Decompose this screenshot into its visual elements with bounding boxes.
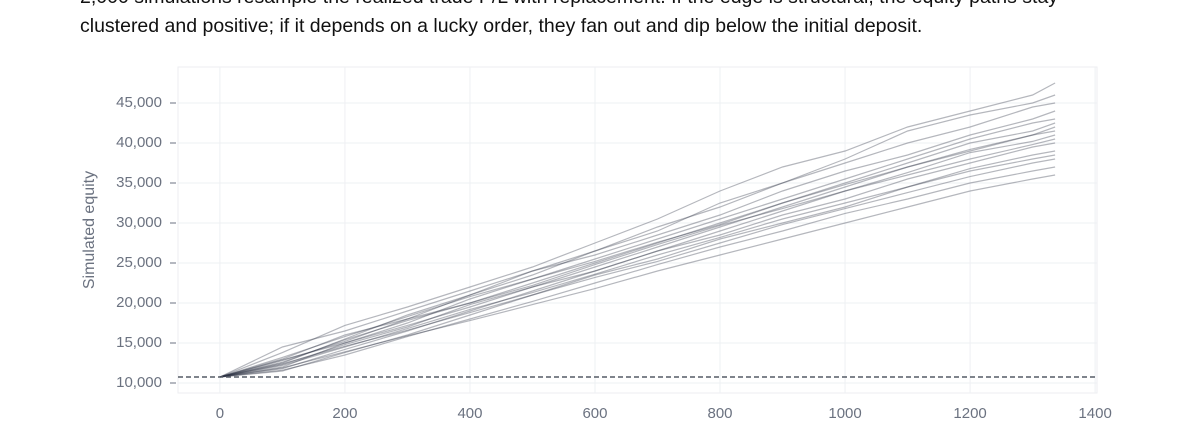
plot-area bbox=[177, 66, 1098, 394]
y-tick-label: 30,000 bbox=[116, 214, 162, 231]
x-tick-label: 1000 bbox=[828, 405, 861, 422]
equity-path bbox=[219, 126, 1056, 378]
y-tick-label: 35,000 bbox=[116, 174, 162, 191]
y-tick-label: 40,000 bbox=[116, 134, 162, 151]
equity-path bbox=[219, 166, 1056, 378]
equity-path bbox=[219, 158, 1056, 378]
equity-path bbox=[219, 138, 1056, 378]
y-tick-label: 25,000 bbox=[116, 254, 162, 271]
y-axis-label: Simulated equity bbox=[81, 171, 98, 289]
equity-path bbox=[219, 110, 1056, 378]
equity-path bbox=[219, 130, 1056, 378]
equity-path bbox=[219, 102, 1056, 378]
y-tick-label: 45,000 bbox=[116, 94, 162, 111]
equity-path bbox=[219, 174, 1056, 378]
equity-path bbox=[219, 154, 1056, 378]
equity-path bbox=[219, 150, 1056, 378]
equity-path bbox=[219, 134, 1056, 378]
equity-path bbox=[219, 82, 1056, 378]
x-tick-label: 800 bbox=[708, 405, 733, 422]
equity-path bbox=[219, 118, 1056, 378]
y-tick-label: 15,000 bbox=[116, 334, 162, 351]
description-line: clustered and positive; if it depends on… bbox=[80, 15, 923, 37]
x-tick-label: 1200 bbox=[953, 405, 986, 422]
description: 2,000 simulations resample the realized … bbox=[80, 0, 1058, 41]
description-line: 2,000 simulations resample the realized … bbox=[80, 0, 1058, 12]
x-tick-label: 0 bbox=[216, 405, 224, 422]
equity-path bbox=[219, 142, 1056, 378]
x-tick-label: 400 bbox=[457, 405, 482, 422]
x-tick-label: 200 bbox=[332, 405, 357, 422]
x-tick-label: 600 bbox=[582, 405, 607, 422]
equity-path bbox=[219, 122, 1056, 378]
y-tick-label: 20,000 bbox=[116, 294, 162, 311]
equity-path bbox=[219, 94, 1056, 378]
x-tick-label: 1400 bbox=[1078, 405, 1111, 422]
y-tick-label: 10,000 bbox=[116, 374, 162, 391]
